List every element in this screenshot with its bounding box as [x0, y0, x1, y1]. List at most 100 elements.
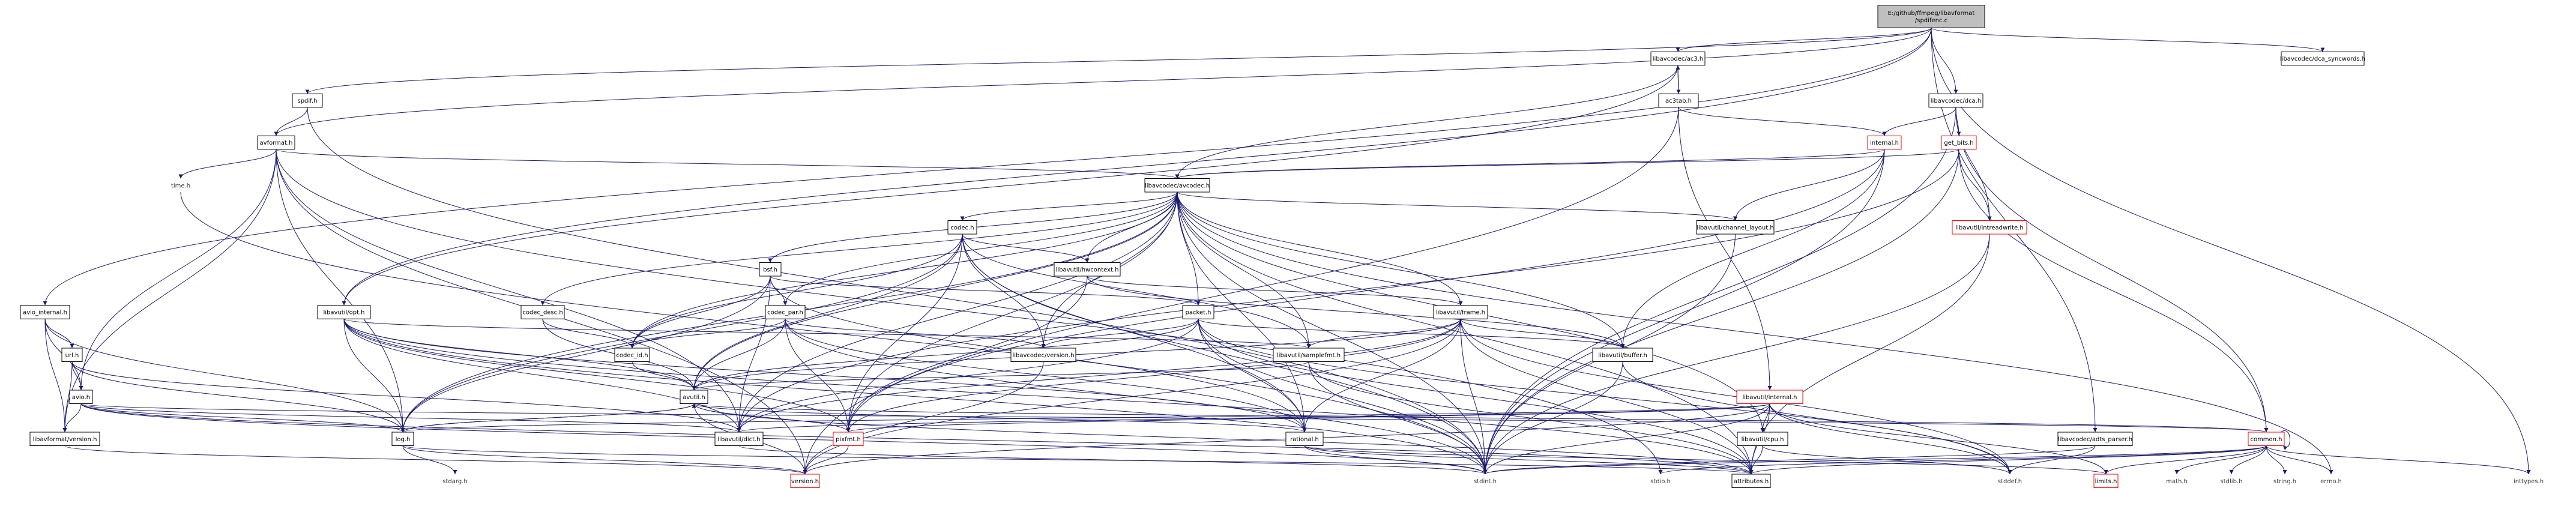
node-rational[interactable]: rational.h: [1285, 432, 1324, 446]
node-commonh[interactable]: common.h: [2248, 432, 2285, 446]
edge-optst-to-rational: [343, 319, 1307, 433]
node-dict[interactable]: libavutil/dict.h: [714, 432, 764, 446]
node-label: stdarg.h: [442, 478, 467, 485]
edge-urlh-to-lavfver: [62, 361, 73, 433]
node-label: libavformat/version.h: [33, 436, 97, 443]
edge-logh-to-versionh: [402, 445, 807, 475]
edge-avioh-to-lavfver: [62, 403, 82, 433]
edge-frame-to-samplefmt: [1306, 319, 1461, 349]
edge-root-to-optst: [342, 28, 1932, 306]
edge-ac3h-to-avcodec: [1175, 65, 1679, 179]
node-optst[interactable]: libavutil/opt.h: [317, 305, 371, 319]
node-avinternal[interactable]: avio_internal.h: [20, 305, 70, 319]
node-label: libavcodec/version.h: [1012, 352, 1074, 359]
edge-layer: [43, 27, 2531, 475]
node-lavfver[interactable]: libavformat/version.h: [29, 432, 100, 446]
node-cpuh[interactable]: libavutil/cpu.h: [1737, 432, 1788, 446]
node-internal[interactable]: internal.h: [1867, 135, 1902, 150]
node-label: inttypes.h: [2514, 478, 2544, 485]
edge-avutilh-to-rational: [693, 403, 1307, 433]
edge-codecpar-to-avutilh: [692, 319, 786, 391]
node-avformat[interactable]: avformat.h: [257, 135, 295, 150]
node-box: [790, 474, 820, 488]
node-ac3tab[interactable]: ac3tab.h: [1658, 93, 1699, 108]
node-label: avformat.h: [260, 140, 293, 146]
node-samplefmt[interactable]: libavutil/samplefmt.h: [1273, 348, 1345, 362]
edge-avformat-to-timeh: [178, 149, 277, 179]
node-codecpar[interactable]: codec_par.h: [765, 305, 806, 319]
node-lavuinternal[interactable]: libavutil/internal.h: [1736, 390, 1803, 404]
node-root[interactable]: E:/github/ffmpeg/libavformat/spdifenc.c: [1877, 5, 1985, 28]
edge-spdifh-to-avformat: [274, 107, 308, 136]
edge-samplefmt-to-stdinth: [1308, 361, 1488, 475]
node-codecid[interactable]: codec_id.h: [614, 348, 650, 362]
edge-lavcver-to-versionh: [803, 361, 1044, 475]
edge-intrw-to-stdinth: [1483, 233, 1990, 475]
node-codech[interactable]: codec.h: [947, 220, 977, 235]
edge-bsf-to-dict: [737, 276, 771, 433]
node-label: bsf.h: [763, 267, 777, 273]
node-limitsh[interactable]: limits.h: [2093, 474, 2119, 488]
node-box: [1182, 305, 1214, 319]
node-hwctx[interactable]: libavutil/hwcontext.h: [1054, 262, 1121, 277]
edge-lavuinternal-to-pixfmt: [846, 403, 1770, 433]
edge-adtsparser-to-stddefh: [2007, 445, 2096, 475]
node-codecdesc[interactable]: codec_desc.h: [520, 305, 565, 319]
edge-avinternal-to-logh: [44, 319, 405, 433]
node-chlayout[interactable]: libavutil/channel_layout.h: [1696, 220, 1775, 235]
node-ac3h[interactable]: libavcodec/ac3.h: [1650, 51, 1706, 66]
edge-dict-to-stdinth: [738, 445, 1488, 475]
edge-optst-to-logh: [343, 319, 405, 433]
edge-avcodec-to-stdinth: [1177, 191, 1488, 475]
node-frame[interactable]: libavutil/frame.h: [1433, 305, 1488, 319]
edge-getbits-to-dict: [737, 149, 1959, 433]
node-box: [1273, 348, 1345, 362]
node-errnoh: errno.h: [2320, 478, 2342, 485]
node-attributes[interactable]: attributes.h: [1731, 474, 1771, 488]
node-box: [1658, 93, 1699, 108]
edge-avcodec-to-codecpar: [783, 191, 1178, 306]
node-avutilh[interactable]: avutil.h: [680, 390, 708, 404]
node-label: libavcodec/dca.h: [1931, 98, 1981, 104]
edge-internal-to-buffer: [1620, 149, 1885, 349]
node-pixfmt[interactable]: pixfmt.h: [833, 432, 864, 446]
node-label: libavutil/intreadwrite.h: [1955, 224, 2023, 231]
node-label: attributes.h: [1734, 478, 1769, 485]
node-box: [2093, 474, 2119, 488]
edge-frame-to-avutilh: [692, 319, 1461, 391]
node-box: [1144, 178, 1210, 193]
edge-codecpar-to-pixfmt: [785, 319, 851, 433]
node-label: avutil.h: [683, 394, 705, 401]
edge-avioh-to-dict: [80, 403, 741, 433]
node-buffer[interactable]: libavutil/buffer.h: [1592, 348, 1653, 362]
node-label: libavutil/hwcontext.h: [1056, 267, 1119, 273]
edge-avcodec-to-rational: [1177, 191, 1307, 433]
edge-avcodec-to-codech: [960, 191, 1178, 221]
node-dcah[interactable]: libavcodec/dca.h: [1928, 93, 1983, 108]
edge-pixfmt-to-versionh: [803, 445, 849, 475]
edge-hwctx-to-buffer: [1087, 276, 1625, 349]
edge-lavuinternal-to-dict: [737, 403, 1770, 433]
node-box: [61, 348, 83, 362]
node-label: codec_desc.h: [522, 310, 563, 316]
node-getbits[interactable]: get_bits.h: [1941, 135, 1977, 150]
node-urlh[interactable]: url.h: [61, 348, 83, 362]
node-label: errno.h: [2320, 478, 2342, 485]
node-avioh[interactable]: avio.h: [69, 390, 93, 404]
node-label: libavutil/buffer.h: [1598, 352, 1647, 359]
node-intrw[interactable]: libavutil/intreadwrite.h: [1952, 220, 2027, 235]
edge-frame-to-pixfmt: [846, 319, 1461, 433]
node-bsf[interactable]: bsf.h: [759, 262, 782, 277]
node-box: [1952, 220, 2027, 235]
node-dcasync[interactable]: libavcodec/dca_syncwords.h: [2280, 51, 2365, 66]
node-versionh[interactable]: version.h: [790, 474, 820, 488]
node-packet[interactable]: packet.h: [1182, 305, 1214, 319]
node-logh[interactable]: log.h: [391, 432, 414, 446]
node-label: common.h: [2250, 436, 2282, 443]
node-stddefh: stddef.h: [1998, 478, 2022, 485]
node-adtsparser[interactable]: libavcodec/adts_parser.h: [2057, 432, 2133, 446]
node-spdifh[interactable]: spdif.h: [292, 93, 323, 108]
node-avcodec[interactable]: libavcodec/avcodec.h: [1144, 178, 1210, 193]
node-box: [1736, 390, 1803, 404]
node-lavcver[interactable]: libavcodec/version.h: [1010, 348, 1076, 362]
